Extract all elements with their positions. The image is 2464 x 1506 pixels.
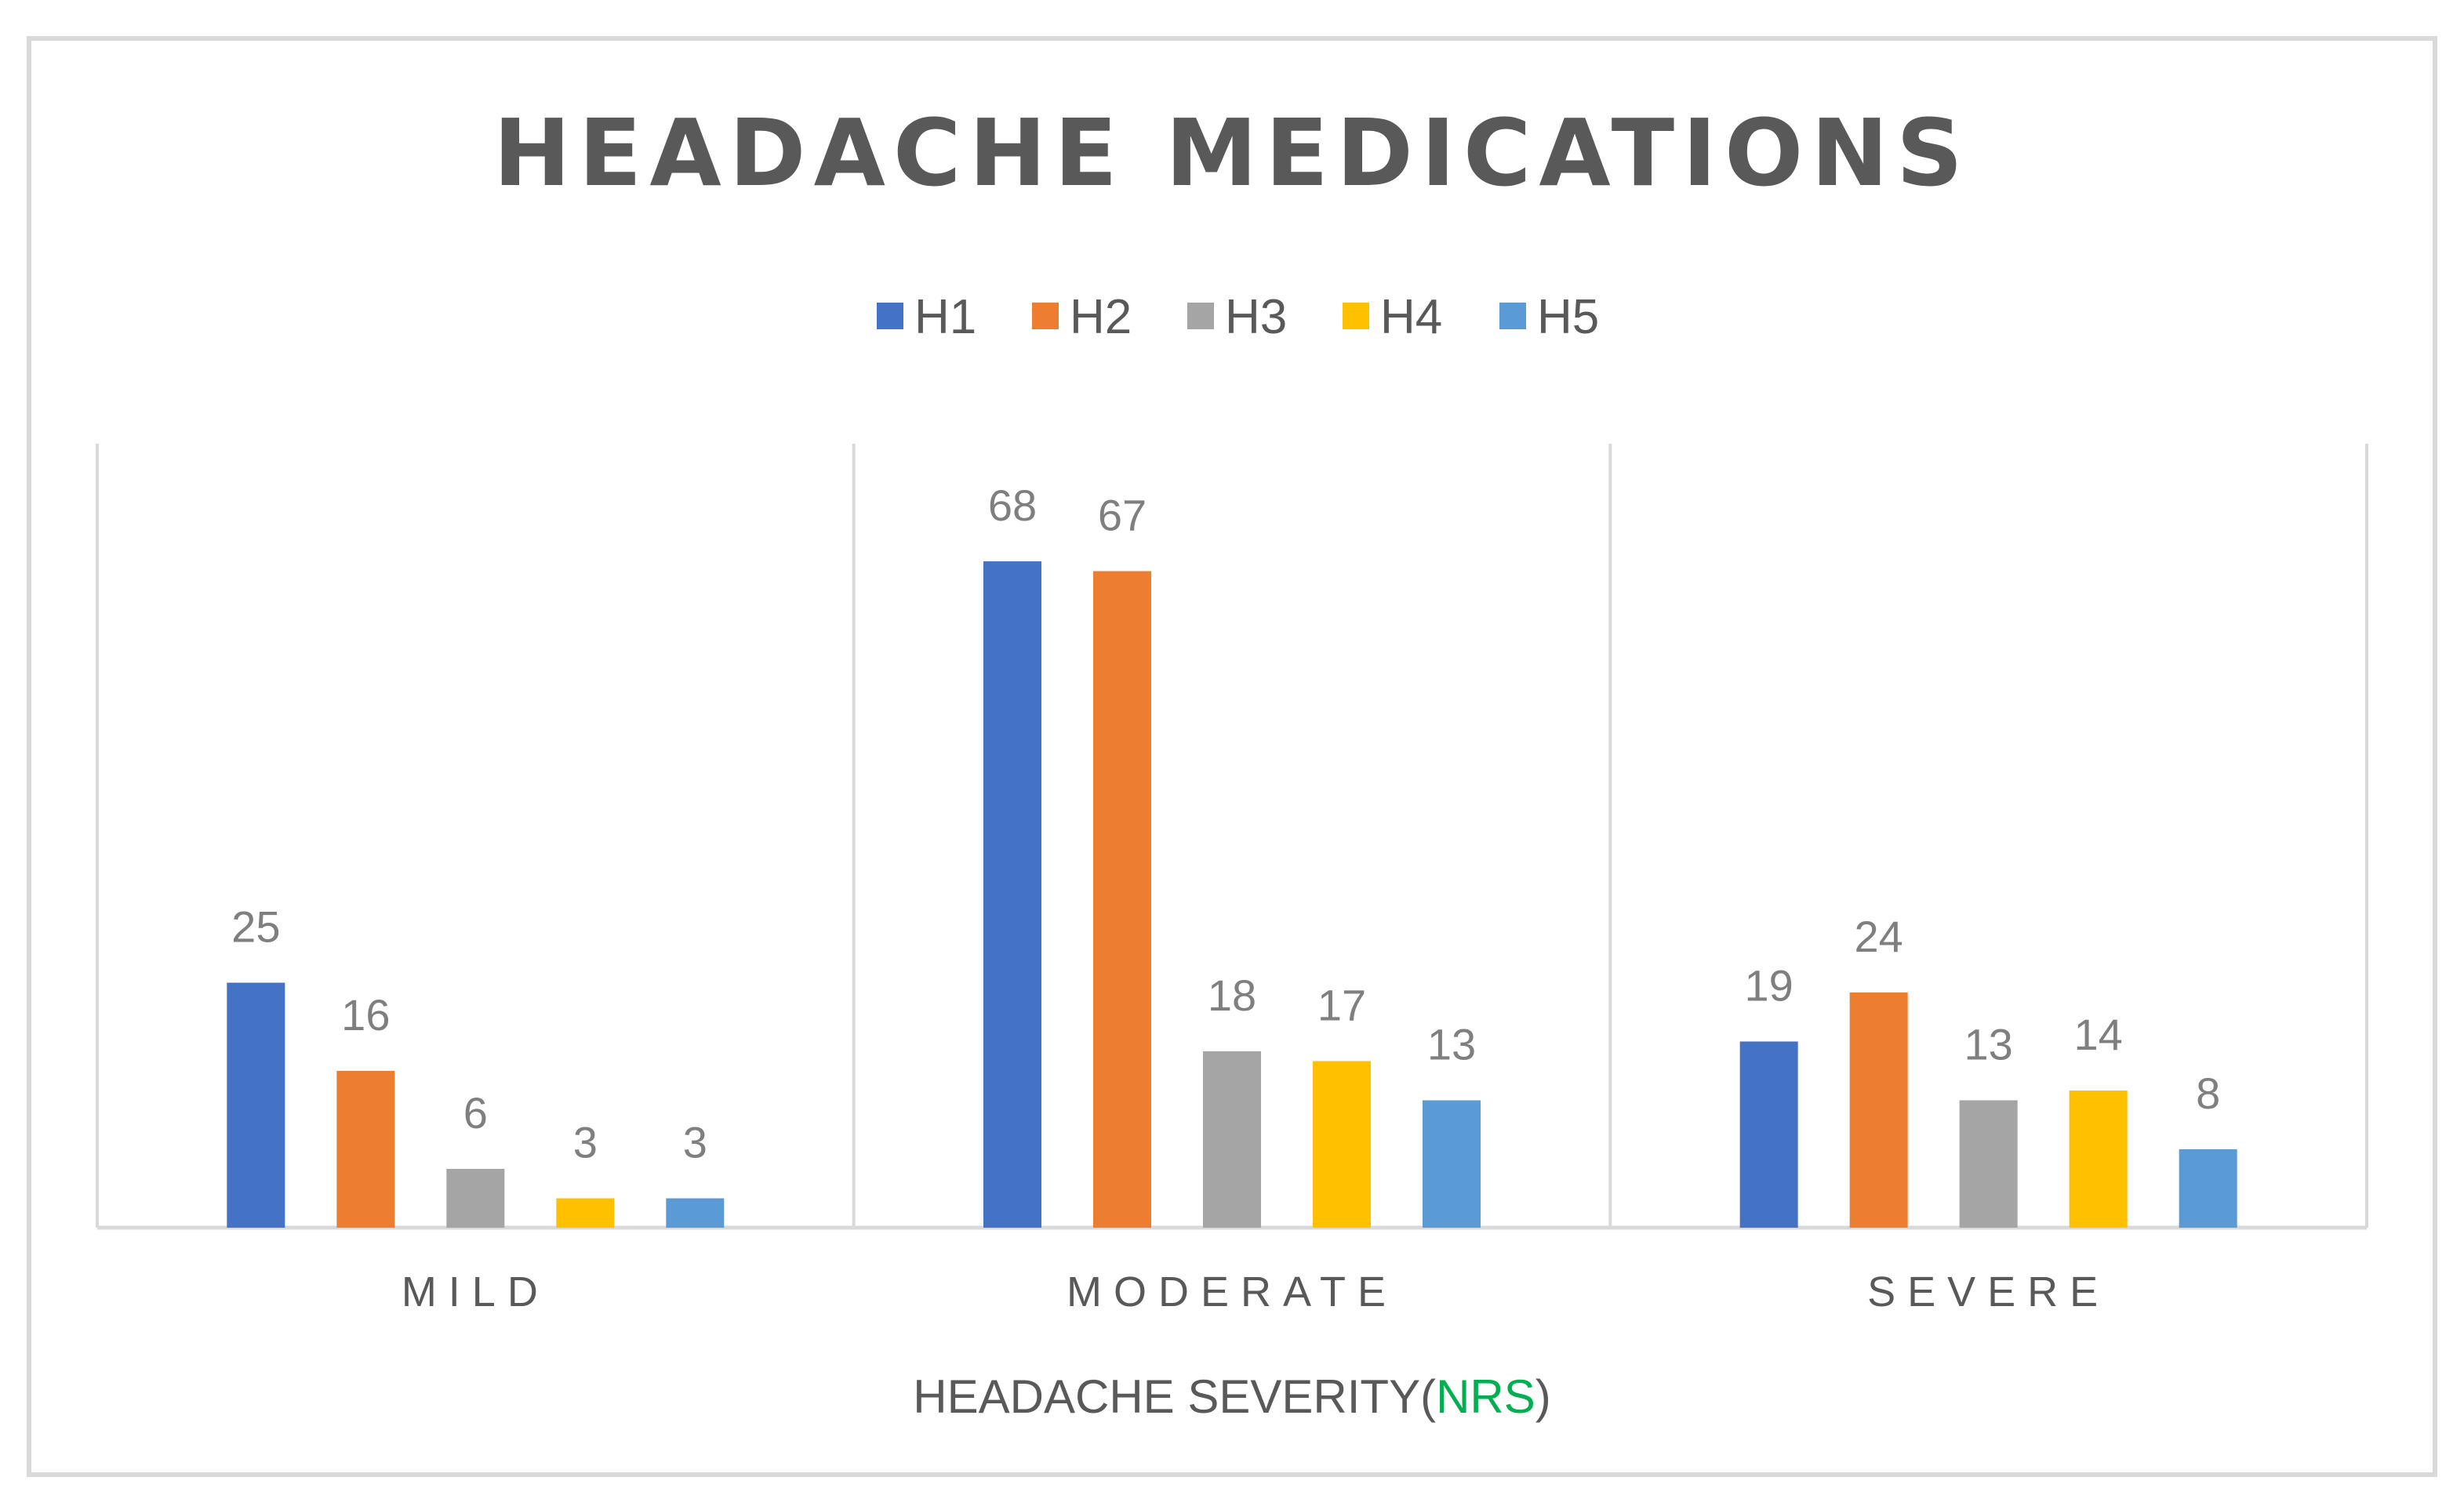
- bars: [227, 561, 2237, 1228]
- chart-frame: [27, 36, 2437, 1477]
- legend-label-h4: H4: [1380, 290, 1442, 344]
- legend-swatch-h5: [1499, 303, 1526, 329]
- data-label-severe-h3: 13: [1964, 1020, 2013, 1069]
- chart-title: HEADACHE MEDICATIONS: [493, 99, 1971, 207]
- bar-mild-h3: [446, 1169, 505, 1228]
- data-label-mild-h3: 6: [463, 1088, 488, 1138]
- data-label-moderate-h4: 17: [1317, 981, 1366, 1030]
- bar-mild-h4: [556, 1198, 615, 1228]
- data-label-moderate-h2: 67: [1098, 491, 1147, 540]
- data-label-severe-h2: 24: [1855, 912, 1903, 961]
- data-label-mild-h4: 3: [573, 1118, 598, 1167]
- bar-mild-h2: [336, 1071, 395, 1228]
- legend-label-h2: H2: [1070, 290, 1132, 344]
- bar-severe-h1: [1739, 1041, 1798, 1228]
- x-axis-title-suffix: ): [1535, 1370, 1551, 1423]
- bar-moderate-h3: [1203, 1051, 1261, 1228]
- data-label-mild-h1: 25: [231, 902, 280, 952]
- legend-swatch-h3: [1187, 303, 1214, 329]
- bar-mild-h5: [666, 1198, 725, 1228]
- legend-swatch-h2: [1032, 303, 1059, 329]
- bar-severe-h2: [1849, 993, 1908, 1228]
- legend-label-h3: H3: [1225, 290, 1287, 344]
- bar-severe-h3: [1959, 1100, 2018, 1228]
- bar-severe-h5: [2179, 1149, 2237, 1228]
- data-label-mild-h5: 3: [683, 1118, 707, 1167]
- x-axis-title-highlight: NRS: [1436, 1370, 1535, 1423]
- category-label-moderate: MODERATE: [1067, 1268, 1397, 1315]
- legend-label-h5: H5: [1537, 290, 1599, 344]
- data-labels: 25 16 6 3 3 68 67 18 17 13 19 24 13 14 8: [231, 481, 2220, 1167]
- data-label-moderate-h1: 68: [988, 481, 1037, 530]
- bar-moderate-h2: [1093, 571, 1151, 1228]
- bar-mild-h1: [227, 982, 285, 1228]
- bar-moderate-h4: [1313, 1061, 1371, 1228]
- category-label-mild: MILD: [402, 1268, 550, 1315]
- bar-moderate-h1: [983, 561, 1041, 1228]
- legend-label-h1: H1: [914, 290, 976, 344]
- legend-swatch-h4: [1343, 303, 1369, 329]
- x-axis-title-prefix: HEADACHE SEVERITY(: [913, 1370, 1436, 1423]
- legend: H1 H2 H3 H4 H5: [877, 290, 1599, 344]
- data-label-moderate-h3: 18: [1208, 971, 1256, 1020]
- category-label-severe: SEVERE: [1867, 1268, 2110, 1315]
- data-label-severe-h4: 14: [2074, 1010, 2123, 1059]
- bar-moderate-h5: [1423, 1100, 1481, 1228]
- x-axis-title: HEADACHE SEVERITY(NRS): [913, 1370, 1550, 1423]
- bar-severe-h4: [2069, 1090, 2128, 1228]
- category-axis-labels: MILD MODERATE SEVERE: [402, 1268, 2110, 1315]
- data-label-severe-h5: 8: [2196, 1069, 2220, 1118]
- data-label-moderate-h5: 13: [1427, 1020, 1476, 1069]
- data-label-mild-h2: 16: [341, 990, 390, 1040]
- legend-swatch-h1: [877, 303, 903, 329]
- data-label-severe-h1: 19: [1745, 961, 1793, 1011]
